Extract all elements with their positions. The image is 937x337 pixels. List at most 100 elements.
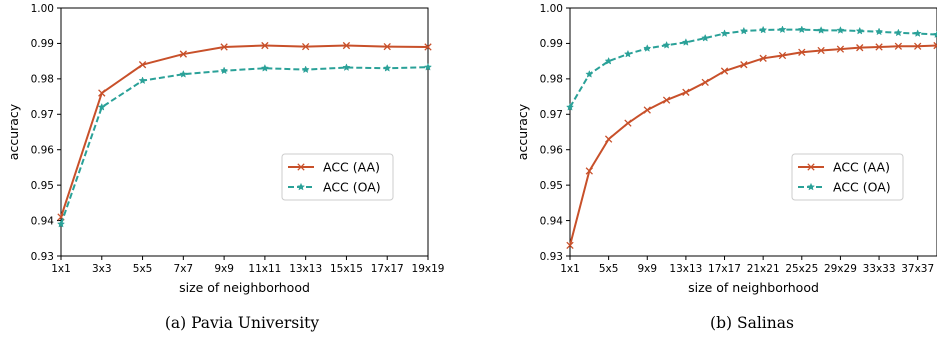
series-aa: [566, 41, 937, 250]
y-tick-label: 0.94: [540, 215, 564, 227]
data-point: [894, 42, 903, 50]
y-tick-label: 0.93: [540, 251, 563, 263]
y-tick-label: 0.96: [31, 145, 55, 157]
x-tick-label: 37x37: [901, 263, 934, 275]
figure-caption: (a) Pavia University: [165, 314, 320, 332]
y-tick-label: 0.95: [31, 180, 54, 192]
y-tick-label: 0.98: [540, 74, 563, 86]
data-point: [875, 27, 884, 36]
data-point: [836, 26, 845, 34]
data-point: [662, 96, 671, 104]
x-tick-label: 1x1: [51, 263, 71, 275]
data-point: [623, 49, 632, 58]
data-point: [261, 41, 269, 50]
figure-caption: (b) Salinas: [710, 314, 794, 332]
y-axis-label: accuracy: [6, 103, 21, 160]
series-line: [60, 44, 429, 218]
y-tick-label: 0.99: [31, 38, 54, 50]
data-point: [220, 66, 229, 75]
data-point: [778, 51, 787, 60]
data-point: [739, 26, 748, 35]
series-line: [569, 44, 937, 246]
x-tick-label: 9x9: [637, 263, 657, 275]
data-point: [701, 78, 709, 87]
legend-marker-aa: [807, 163, 815, 171]
series-line: [569, 28, 937, 108]
data-point: [933, 41, 937, 50]
data-point: [914, 42, 922, 50]
legend-marker-oa: [296, 182, 306, 191]
x-tick-label: 9x9: [214, 263, 234, 275]
y-tick-label: 1.00: [540, 3, 563, 15]
x-tick-label: 29x29: [824, 263, 857, 275]
plot-frame: [60, 7, 429, 257]
data-point: [836, 45, 845, 53]
y-tick-label: 0.99: [540, 38, 563, 50]
y-tick-label: 0.95: [540, 180, 563, 192]
x-tick-label: 5x5: [133, 263, 153, 275]
data-point: [179, 50, 187, 58]
legend-marker-oa: [806, 182, 816, 191]
chart-panel-2: 0.93 0.94 0.95 0.96 0.97 0.98 0.99 1.00 1x1 5x5 9x…: [515, 3, 937, 332]
data-point: [932, 30, 937, 39]
data-point: [565, 102, 575, 111]
x-tick-label: 13x13: [669, 263, 702, 275]
data-point: [179, 70, 188, 78]
data-point: [260, 63, 269, 72]
data-point: [566, 241, 574, 250]
data-point: [778, 25, 787, 34]
x-tick-label: 17x17: [371, 263, 404, 275]
x-tick-label: 15x15: [330, 263, 363, 275]
data-point: [643, 106, 651, 114]
data-point: [383, 63, 392, 72]
data-point: [424, 43, 432, 51]
data-point: [759, 54, 767, 62]
data-point: [220, 43, 228, 51]
y-tick-label: 0.98: [31, 74, 54, 86]
x-tick-label: 21x21: [747, 263, 780, 275]
data-point: [798, 48, 806, 56]
data-point: [875, 43, 883, 51]
data-point: [855, 26, 864, 35]
y-tick-label: 0.94: [31, 215, 55, 227]
data-point: [585, 167, 593, 175]
x-tick-label: 3x3: [92, 263, 112, 275]
y-tick-label: 0.93: [31, 251, 54, 263]
data-point: [301, 65, 310, 74]
series-aa: [57, 41, 432, 221]
y-axis-label: accuracy: [515, 103, 530, 160]
x-tick-label: 1x1: [560, 263, 580, 275]
data-point: [759, 25, 768, 34]
x-axis-label: size of neighborhood: [688, 280, 819, 295]
data-point: [138, 76, 147, 85]
plot-frame: [569, 7, 937, 257]
data-point: [56, 219, 66, 228]
data-point: [856, 44, 864, 52]
x-tick-label: 17x17: [708, 263, 741, 275]
legend-label-aa: ACC (AA): [833, 160, 890, 175]
legend: ACC (AA) ACC (OA): [281, 153, 394, 201]
x-tick-label: 19x19: [412, 263, 445, 275]
x-tick-label: 25x25: [785, 263, 818, 275]
chart-panel-1: 0.93 0.94 0.95 0.96 0.97 0.98 0.99 1.00 1x1 3x3 5x…: [6, 3, 444, 332]
legend-label-oa: ACC (OA): [323, 180, 381, 195]
x-tick-label: 11x11: [248, 263, 281, 275]
legend-label-aa: ACC (AA): [323, 160, 380, 175]
data-point: [720, 67, 729, 75]
data-point: [97, 102, 106, 111]
data-point: [98, 89, 106, 97]
data-point: [894, 28, 903, 37]
data-point: [701, 33, 710, 42]
x-tick-label: 7x7: [174, 263, 194, 275]
data-point: [740, 61, 748, 69]
y-tick-label: 0.97: [31, 109, 54, 121]
data-point: [342, 63, 351, 71]
x-axis-label: size of neighborhood: [179, 280, 310, 295]
series-line: [60, 66, 429, 225]
data-point: [681, 38, 690, 46]
legend: ACC (AA) ACC (OA): [791, 153, 904, 201]
legend-box: [281, 153, 394, 201]
data-point: [138, 61, 147, 69]
data-point: [643, 44, 652, 52]
